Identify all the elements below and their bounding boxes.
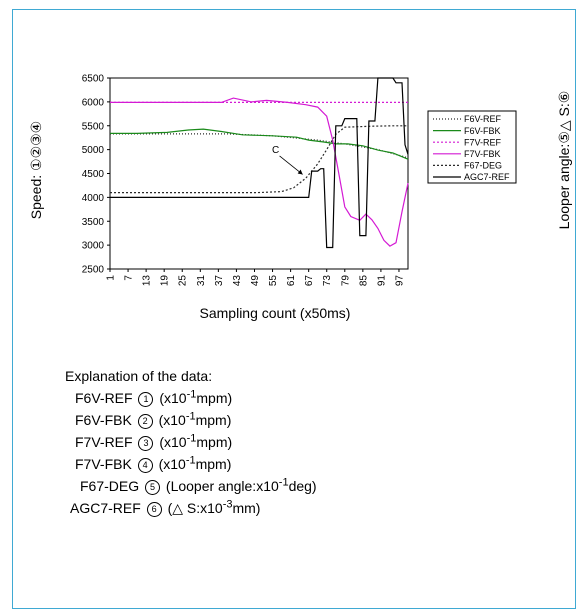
series-line-agc7-ref xyxy=(110,77,409,249)
x-tick-label: 49 xyxy=(250,275,261,287)
x-tick-label: 73 xyxy=(322,275,333,287)
explanation-unit-suffix: mpm) xyxy=(195,456,232,472)
explanation-exponent: -1 xyxy=(278,476,289,489)
annotation-label: C xyxy=(272,145,279,156)
y-tick-label: 4000 xyxy=(82,193,105,204)
x-tick-label: 67 xyxy=(304,275,315,287)
explanation-unit-suffix: mpm) xyxy=(196,390,233,406)
explanation-unit-suffix: deg) xyxy=(288,478,317,494)
explanation-series-name: F7V-REF xyxy=(75,434,137,450)
annotation-arrow-line xyxy=(279,155,303,175)
y2-axis-title: Looper angle:⑤△ S:⑥ xyxy=(556,91,572,230)
x-tick-label: 1 xyxy=(106,275,117,281)
y-tick-label: 3000 xyxy=(82,241,105,252)
explanation-row: F67-DEG 5 (Looper angle:x10-1deg) xyxy=(80,475,317,497)
explanation-series-name: F67-DEG xyxy=(80,478,144,494)
explanation-exponent: -1 xyxy=(185,410,196,423)
explanation-exponent: -1 xyxy=(186,432,197,445)
y-tick-label: 5500 xyxy=(82,121,105,132)
y-tick-label: 3500 xyxy=(82,217,105,228)
explanation-series-name: F6V-REF xyxy=(75,390,137,406)
y-tick-label: 6000 xyxy=(82,97,105,108)
x-tick-label: 25 xyxy=(178,275,189,287)
series-line-f6v-ref xyxy=(110,133,409,159)
explanation-row: AGC7-REF 6 (△ S:x10-3mm) xyxy=(70,497,260,519)
x-tick-label: 61 xyxy=(286,275,297,287)
x-tick-label: 97 xyxy=(394,275,405,287)
plot-area: 2500 3000 3500 4000 4500 5000 5500 6000 6500 1 7 13… xyxy=(82,74,517,287)
y-tick-label: 6500 xyxy=(82,74,105,85)
explanation-unit-suffix: mpm) xyxy=(196,434,233,450)
explanation-title: Explanation of the data: xyxy=(65,368,213,384)
circled-number-icon: 4 xyxy=(137,458,153,473)
explanation-exponent: -1 xyxy=(185,454,196,467)
y-axis-title: Speed: ①②③④ xyxy=(28,121,44,219)
explanation-unit: (x10 xyxy=(155,390,187,406)
legend-label: F7V-FBK xyxy=(464,149,501,159)
x-tick-label: 31 xyxy=(196,275,207,287)
explanation-row: F6V-REF 1 (x10-1mpm) xyxy=(75,387,232,409)
explanation-exponent: -3 xyxy=(222,498,233,511)
x-tick-label: 55 xyxy=(268,275,279,287)
line-chart: 2500 3000 3500 4000 4500 5000 5500 6000 6500 1 7 13… xyxy=(28,74,572,322)
x-tick-label: 37 xyxy=(214,275,225,287)
legend-label: F6V-FBK xyxy=(464,126,501,136)
x-tick-label: 79 xyxy=(340,275,351,287)
explanation-unit: (Looper angle:x10 xyxy=(162,478,279,494)
explanation-unit-suffix: mm) xyxy=(232,500,261,516)
legend-label: F6V-REF xyxy=(464,114,502,124)
explanation-series-name: AGC7-REF xyxy=(70,500,145,516)
x-tick-label: 91 xyxy=(376,275,387,287)
series-line-f6v-fbk xyxy=(110,128,409,160)
x-axis-title: Sampling count (x50ms) xyxy=(200,305,351,321)
plot-border xyxy=(109,77,409,270)
circled-number-icon: 5 xyxy=(145,480,161,495)
series-line-f7v-fbk xyxy=(110,97,409,247)
legend-label: F7V-REF xyxy=(464,137,502,147)
x-tick-label: 85 xyxy=(358,275,369,287)
explanation-row: F6V-FBK 2 (x10-1mpm) xyxy=(75,409,231,431)
explanation-unit: (x10 xyxy=(155,434,187,450)
explanation-exponent: -1 xyxy=(186,388,197,401)
explanation-series-name: F6V-FBK xyxy=(75,412,136,428)
y-tick-label: 4500 xyxy=(82,169,105,180)
explanation-row: F7V-FBK 4 (x10-1mpm) xyxy=(75,453,231,475)
explanation-unit: (x10 xyxy=(154,412,186,428)
x-tick-label: 19 xyxy=(160,275,171,287)
y-tick-label: 2500 xyxy=(82,265,105,276)
legend-label: F67-DEG xyxy=(464,161,502,171)
explanation-unit: (△ S:x10 xyxy=(163,500,223,516)
legend-box xyxy=(427,110,517,184)
x-tick-label: 13 xyxy=(142,275,153,287)
y-tick-label: 5000 xyxy=(82,145,105,156)
annotation-arrow-head xyxy=(297,169,303,175)
circled-number-icon: 6 xyxy=(146,502,162,517)
circled-number-icon: 3 xyxy=(138,436,154,451)
explanation-series-name: F7V-FBK xyxy=(75,456,136,472)
explanation-row: F7V-REF 3 (x10-1mpm) xyxy=(75,431,232,453)
circled-number-icon: 2 xyxy=(137,414,153,429)
explanation-unit-suffix: mpm) xyxy=(195,412,232,428)
x-tick-label: 7 xyxy=(124,275,135,281)
x-tick-label: 43 xyxy=(232,275,243,287)
legend-label: AGC7-REF xyxy=(464,172,510,182)
explanation-unit: (x10 xyxy=(154,456,186,472)
circled-number-icon: 1 xyxy=(138,392,154,407)
